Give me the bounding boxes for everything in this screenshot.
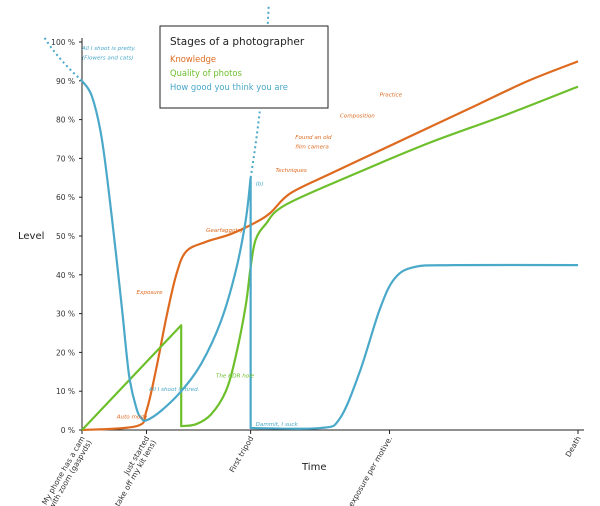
annotation: Dammit, I suck [256, 422, 299, 428]
annotation: The HDR hole [216, 374, 255, 380]
annotation: All I shoot is pretty. [81, 46, 136, 52]
annotation: Gearfaggotry [206, 228, 244, 234]
annotation: Auto mode [116, 414, 148, 420]
annotation: All I shoot is tired. [148, 387, 200, 393]
x-tick-group: One exposure per motive. [338, 435, 395, 506]
annotations: All I shoot is pretty. (Flowers and cats)… [81, 46, 403, 428]
x-tick-group: First tripod [227, 434, 255, 474]
y-tick-label: 70 % [56, 154, 75, 163]
annotation: Exposure [137, 290, 164, 296]
y-tick-label: 90 % [56, 77, 75, 86]
x-tick-label: Death [564, 434, 583, 458]
annotation: (Flowers and cats) [82, 55, 133, 61]
annotation: film camera [295, 145, 329, 151]
annotation: Found an old [295, 135, 332, 141]
annotation: Composition [340, 114, 375, 120]
y-tick-label: 60 % [56, 193, 75, 202]
x-axis-title: Time [301, 462, 326, 473]
y-tick-label: 0 % [61, 426, 75, 435]
y-tick-label: 50 % [56, 232, 75, 241]
annotation: Practice [380, 92, 403, 98]
y-tick-label: 100 % [51, 38, 75, 47]
legend-item-1: Quality of photos [170, 68, 242, 78]
x-tick-group: Just started(I can take off my kit lens) [101, 434, 158, 506]
legend-item-0: Knowledge [170, 54, 216, 64]
x-tick-label: One exposure per motive. [338, 435, 395, 506]
y-axis-title: Level [18, 231, 44, 242]
legend: Stages of a photographer Knowledge Qualit… [159, 25, 329, 109]
series-extension-start [43, 36, 83, 82]
y-axis-ticks: 0 % 10 % 20 % 30 % 40 % 50 % 60 % 70 % 80 % 90 % 1… [51, 38, 82, 435]
y-tick-label: 80 % [56, 116, 75, 125]
x-tick-label: First tripod [227, 434, 255, 474]
x-tick-group: Death [564, 434, 583, 458]
annotation: Techniques [275, 168, 306, 174]
legend-item-2: How good you think you are [170, 82, 288, 92]
y-tick-label: 40 % [56, 271, 75, 280]
series-line-2 [81, 80, 579, 430]
axes [81, 38, 584, 431]
x-tick-group: My phone has a cam... with zoom (gaspvds… [40, 435, 94, 506]
annotation: (b) [256, 182, 264, 188]
legend-box [159, 25, 329, 109]
y-tick-label: 20 % [56, 348, 75, 357]
y-tick-label: 30 % [56, 310, 75, 319]
chart-title: Stages of a photographer [170, 36, 305, 48]
y-tick-label: 10 % [56, 387, 75, 396]
